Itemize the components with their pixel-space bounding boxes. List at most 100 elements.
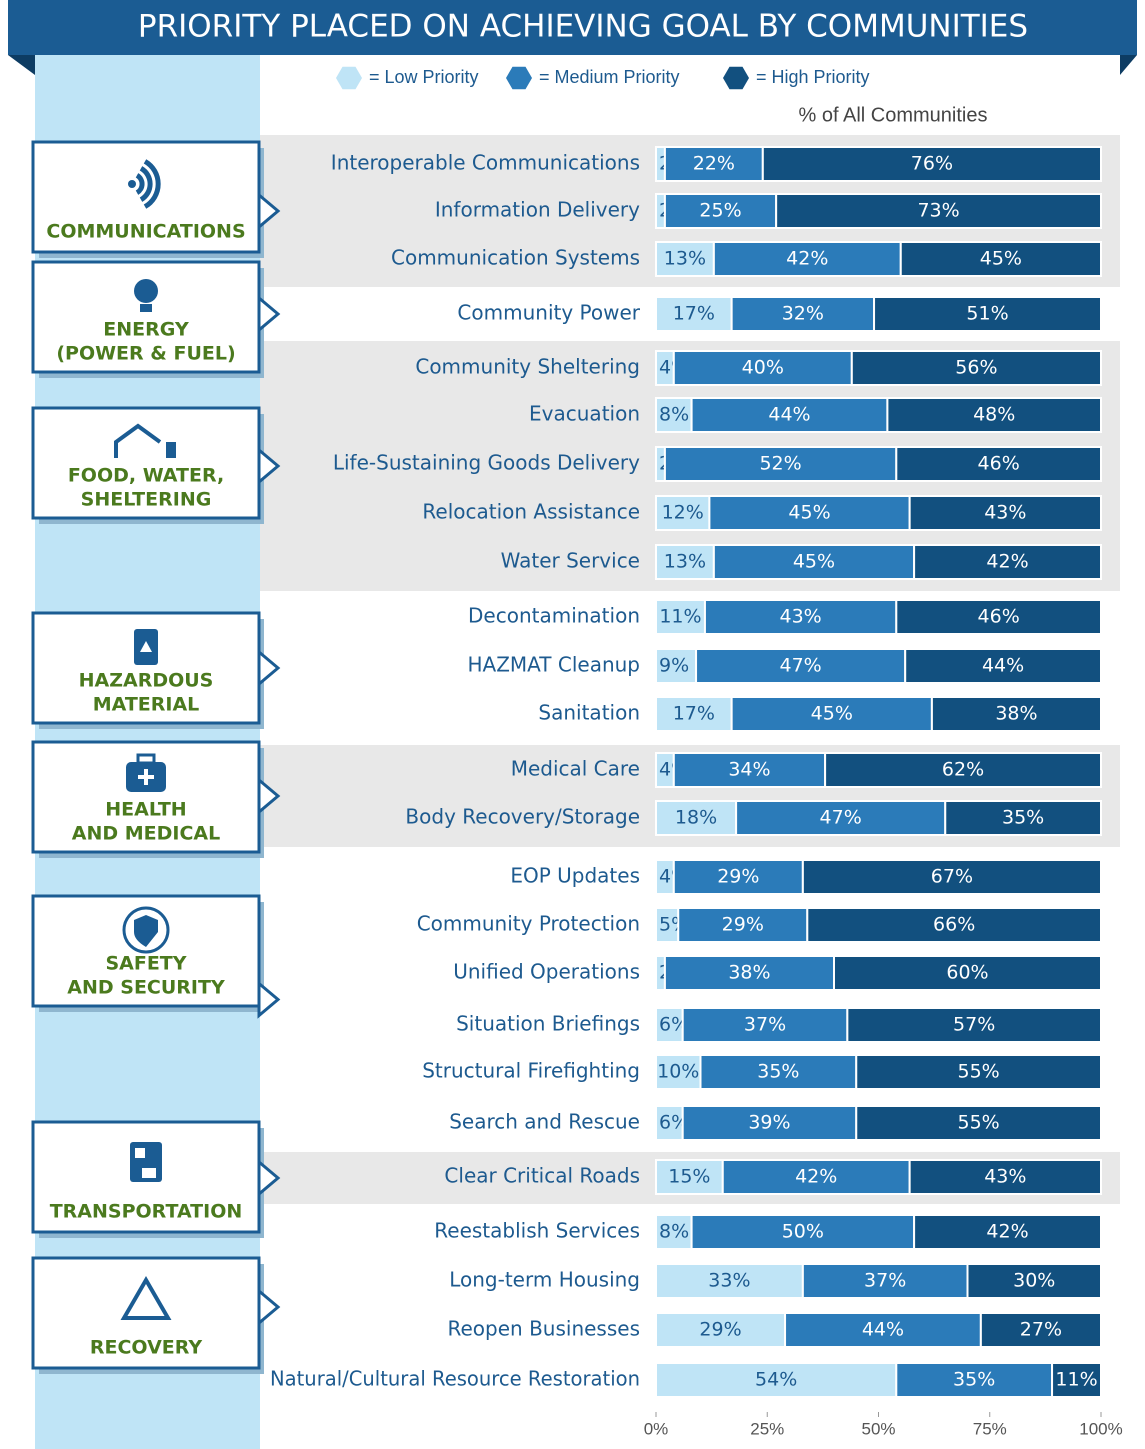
category-label: Decontamination xyxy=(468,604,640,628)
icon xyxy=(166,442,176,458)
category-label: EOP Updates xyxy=(510,864,640,888)
group-label: RECOVERY xyxy=(90,1337,202,1359)
value-label: 12% xyxy=(662,502,704,524)
value-label: 43% xyxy=(984,502,1026,524)
value-label: 6% xyxy=(659,1112,689,1134)
value-label: 38% xyxy=(728,962,770,984)
value-label: 47% xyxy=(820,807,862,829)
category-label: Relocation Assistance xyxy=(422,500,640,524)
bar-segment xyxy=(833,955,1102,991)
bar-segment xyxy=(855,1054,1102,1090)
bar-segment xyxy=(966,1263,1102,1299)
value-label: 13% xyxy=(664,248,706,270)
bar-segment xyxy=(655,495,711,531)
category-label: Situation Briefings xyxy=(456,1012,640,1036)
value-label: 22% xyxy=(693,153,735,175)
bar-segment xyxy=(672,752,827,788)
bar-segment xyxy=(846,1007,1102,1043)
group-pointer xyxy=(257,1287,281,1327)
group-label: SHELTERING xyxy=(81,489,212,511)
value-label: 42% xyxy=(986,1221,1028,1243)
x-tick-label: 25% xyxy=(750,1419,784,1438)
bar-segment xyxy=(873,296,1102,332)
bar-segment xyxy=(913,1214,1102,1250)
value-label: 55% xyxy=(958,1112,1000,1134)
value-label: 8% xyxy=(659,404,689,426)
bar-segment xyxy=(690,397,889,433)
group-pointer xyxy=(257,648,281,688)
legend-swatch xyxy=(506,66,532,90)
group-label: (POWER & FUEL) xyxy=(56,343,235,365)
category-label: Interoperable Communications xyxy=(331,151,640,175)
group-pointer xyxy=(257,1158,281,1198)
value-label: 44% xyxy=(982,655,1024,677)
bar-segment xyxy=(695,648,907,684)
category-label: Life-Sustaining Goods Delivery xyxy=(333,451,640,475)
banner-fold xyxy=(1120,55,1137,75)
icon xyxy=(128,180,136,188)
value-label: 76% xyxy=(911,153,953,175)
category-label: Community Sheltering xyxy=(415,355,640,379)
group-label: HAZARDOUS xyxy=(79,670,214,692)
bar-segment xyxy=(677,907,809,943)
value-label: 9% xyxy=(659,655,689,677)
bar-segment xyxy=(655,397,693,433)
group-pointer xyxy=(257,191,281,231)
bar-segment xyxy=(699,1054,858,1090)
bar-segment xyxy=(801,1263,969,1299)
bar-segment xyxy=(690,1214,916,1250)
value-label: 44% xyxy=(768,404,810,426)
group-label: COMMUNICATIONS xyxy=(46,221,245,243)
bar-segment xyxy=(895,446,1102,482)
group-label: HEALTH xyxy=(105,799,186,821)
value-label: 8% xyxy=(659,1221,689,1243)
value-label: 37% xyxy=(744,1014,786,1036)
icon xyxy=(135,173,145,195)
category-label: Sanitation xyxy=(538,701,640,725)
icon xyxy=(140,641,152,652)
group-label: SAFETY xyxy=(105,953,186,975)
group-pointer xyxy=(257,776,281,816)
bar-segment xyxy=(944,800,1102,836)
group-band xyxy=(260,847,1120,1152)
bar-segment xyxy=(806,907,1102,943)
value-label: 56% xyxy=(955,357,997,379)
icon xyxy=(138,769,154,785)
value-label: 45% xyxy=(788,502,830,524)
value-label: 46% xyxy=(978,606,1020,628)
icon xyxy=(134,915,158,947)
value-label: 62% xyxy=(942,759,984,781)
group-label: AND MEDICAL xyxy=(72,823,220,845)
group-pointer xyxy=(257,446,281,486)
bar-segment xyxy=(655,1105,684,1141)
legend-swatch xyxy=(336,66,362,90)
x-tick-label: 75% xyxy=(973,1419,1007,1438)
value-label: 30% xyxy=(1013,1270,1055,1292)
value-label: 10% xyxy=(657,1061,699,1083)
value-label: 39% xyxy=(748,1112,790,1134)
group-label: AND SECURITY xyxy=(67,977,225,999)
category-label: Unified Operations xyxy=(453,960,640,984)
bar-segment xyxy=(672,859,804,895)
bar-segment xyxy=(663,955,836,991)
bar-segment xyxy=(655,648,698,684)
bar-segment xyxy=(824,752,1102,788)
value-label: 42% xyxy=(786,248,828,270)
bar-segment xyxy=(930,696,1103,732)
bar-segment xyxy=(1051,1362,1103,1398)
category-label: Reopen Businesses xyxy=(448,1317,641,1341)
category-label: Long-term Housing xyxy=(449,1268,640,1292)
bar-segment xyxy=(899,241,1102,277)
value-label: 52% xyxy=(759,453,801,475)
legend-label: = Medium Priority xyxy=(539,67,680,87)
value-label: 18% xyxy=(675,807,717,829)
category-label: Community Power xyxy=(457,301,640,325)
group-label: ENERGY xyxy=(103,319,189,341)
bar-segment xyxy=(655,1362,898,1398)
value-label: 40% xyxy=(742,357,784,379)
bar-segment xyxy=(908,1159,1103,1195)
icon xyxy=(136,753,156,765)
value-label: 50% xyxy=(782,1221,824,1243)
x-tick-label: 50% xyxy=(861,1419,895,1438)
